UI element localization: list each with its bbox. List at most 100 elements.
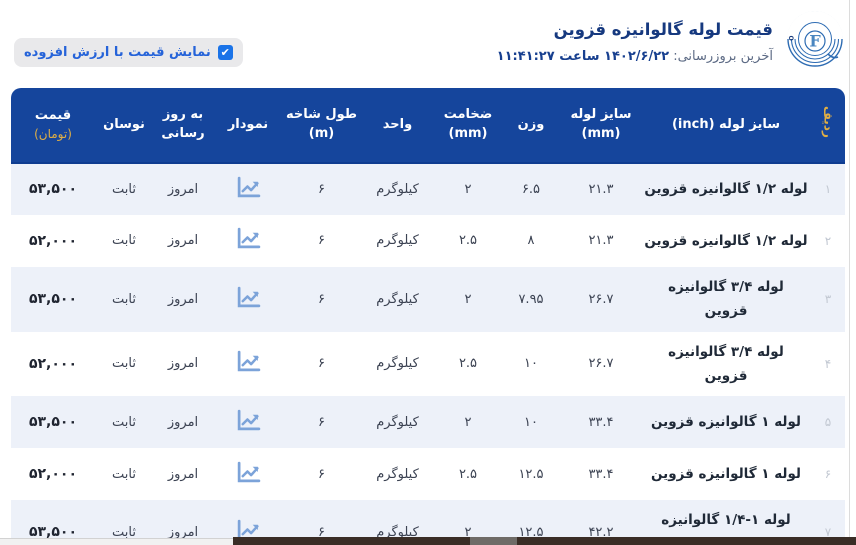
size-mm-value: ۳۳.۴	[588, 414, 614, 430]
price-value: ۵۳,۵۰۰	[28, 181, 78, 198]
update-value: امروز	[167, 466, 199, 482]
unit-value: کیلوگرم	[376, 181, 419, 197]
size-mm-value: ۲۶.۷	[588, 356, 614, 372]
size-mm-value: ۲۱.۳	[588, 181, 614, 197]
pipe-name: لوله ۱/۲ گالوانیزه قزوین	[644, 181, 808, 198]
horizontal-scrollbar-thumb[interactable]	[470, 537, 517, 545]
header-size-mm: سایز لوله (mm)	[561, 88, 641, 164]
length-value: ۶	[318, 356, 325, 372]
last-update-value: ۱۴۰۲/۶/۲۲ ساعت ۱۱:۴۱:۲۷	[496, 49, 670, 64]
chart-icon[interactable]	[236, 350, 261, 373]
header-unit: واحد	[360, 88, 435, 164]
fluctuation-value: ثابت	[112, 181, 136, 197]
chart-icon[interactable]	[236, 461, 261, 484]
chart-cell	[213, 267, 283, 332]
update-value: امروز	[167, 233, 199, 249]
header-price: قیمت (تومان)	[11, 88, 95, 164]
unit-value: کیلوگرم	[376, 291, 419, 307]
length-value: ۶	[318, 291, 325, 307]
weight-value: ۶.۵	[521, 181, 541, 197]
table-row: ۶ لوله ۱ گالوانیزه قزوین ۳۳.۴ ۱۲.۵ ۲.۵ ک…	[11, 448, 845, 501]
unit-value: کیلوگرم	[376, 524, 419, 540]
thickness-value: ۲	[464, 524, 472, 540]
table-header-row: ردیف سایز لوله (inch) سایز لوله (mm) وزن…	[11, 88, 845, 164]
header-length: طول شاخه (m)	[283, 88, 360, 164]
vat-toggle[interactable]: ✔ نمایش قیمت با ارزش افزوده	[14, 38, 243, 67]
thickness-value: ۲	[464, 414, 472, 430]
pipe-name: لوله ۱ گالوانیزه قزوین	[650, 465, 802, 482]
weight-value: ۷.۹۵	[518, 291, 544, 307]
chart-icon[interactable]	[236, 409, 261, 432]
price-value: ۵۲,۰۰۰	[28, 232, 78, 249]
thickness-value: ۲.۵	[458, 466, 478, 482]
header-update: به روز رسانی	[153, 88, 213, 164]
thickness-value: ۲	[464, 291, 472, 307]
weight-value: ۱۲.۵	[518, 524, 544, 540]
right-scrollbar-divider	[849, 0, 850, 537]
header-price-unit: (تومان)	[34, 126, 72, 141]
header-chart: نمودار	[213, 88, 283, 164]
row-number: ۳	[824, 292, 832, 307]
row-number: ۱	[824, 182, 832, 197]
header-row-number: ردیف	[811, 88, 845, 164]
last-update-label: آخرین بروزرسانی:	[673, 49, 773, 64]
horizontal-scrollbar-track[interactable]	[0, 538, 233, 545]
logo-letter: F	[809, 32, 821, 51]
update-value: امروز	[167, 414, 199, 430]
fluctuation-value: ثابت	[112, 291, 136, 307]
row-number: ۷	[824, 525, 832, 540]
price-value: ۵۲,۰۰۰	[28, 355, 78, 372]
fluctuation-value: ثابت	[112, 414, 136, 430]
price-value: ۵۳,۵۰۰	[28, 291, 78, 308]
header-fluctuation: نوسان	[95, 88, 153, 164]
length-value: ۶	[318, 414, 325, 430]
table-row: ۵ لوله ۱ گالوانیزه قزوین ۳۳.۴ ۱۰ ۲ کیلوگ…	[11, 396, 845, 449]
vat-toggle-label: نمایش قیمت با ارزش افزوده	[24, 45, 211, 60]
chart-cell	[213, 448, 283, 500]
length-value: ۶	[318, 181, 325, 197]
size-mm-value: ۴۲.۲	[588, 524, 614, 540]
unit-value: کیلوگرم	[376, 466, 419, 482]
page-title: قیمت لوله گالوانیزه قزوین	[553, 20, 773, 39]
chart-cell	[213, 396, 283, 448]
vat-checkbox-icon[interactable]: ✔	[217, 45, 233, 60]
price-value: ۵۳,۵۰۰	[28, 414, 78, 431]
chart-cell	[213, 332, 283, 397]
pipe-name: لوله ۱/۲ گالوانیزه قزوین	[644, 232, 808, 249]
chart-icon[interactable]	[236, 286, 261, 309]
chart-cell	[213, 163, 283, 215]
size-mm-value: ۳۳.۴	[588, 466, 614, 482]
thickness-value: ۲	[464, 181, 472, 197]
row-number: ۶	[824, 467, 832, 482]
thickness-value: ۲.۵	[458, 233, 478, 249]
chart-cell	[213, 215, 283, 267]
fluctuation-value: ثابت	[112, 524, 136, 540]
table-row: ۲ لوله ۱/۲ گالوانیزه قزوین ۲۱.۳ ۸ ۲.۵ کی…	[11, 214, 845, 267]
table-row: ۳ لوله ۳/۴ گالوانیزه قزوین ۲۶.۷ ۷.۹۵ ۲ ک…	[11, 266, 845, 332]
length-value: ۶	[318, 466, 325, 482]
unit-value: کیلوگرم	[376, 414, 419, 430]
company-logo: QAZVIN FOOLAD CO. F	[782, 3, 845, 68]
chart-icon[interactable]	[236, 176, 261, 199]
price-table: ردیف سایز لوله (inch) سایز لوله (mm) وزن…	[11, 88, 845, 545]
table-row: ۱ لوله ۱/۲ گالوانیزه قزوین ۲۱.۳ ۶.۵ ۲ کی…	[11, 162, 845, 215]
thickness-value: ۲.۵	[458, 356, 478, 372]
price-value: ۵۳,۵۰۰	[28, 524, 78, 541]
update-value: امروز	[167, 356, 199, 372]
row-number: ۴	[824, 356, 832, 371]
page-below-content	[233, 537, 856, 545]
fluctuation-value: ثابت	[112, 233, 136, 249]
size-mm-value: ۲۶.۷	[588, 291, 614, 307]
chart-icon[interactable]	[236, 227, 261, 250]
page-header: QAZVIN FOOLAD CO. F قیمت لوله گالوانیزه …	[497, 3, 845, 68]
unit-value: کیلوگرم	[376, 233, 419, 249]
bottom-bar	[0, 537, 856, 545]
last-update: آخرین بروزرسانی: ۱۴۰۲/۶/۲۲ ساعت ۱۱:۴۱:۲۷	[497, 49, 773, 64]
table-row: ۴ لوله ۳/۴ گالوانیزه قزوین ۲۶.۷ ۱۰ ۲.۵ ک…	[11, 331, 845, 397]
header-size-inch: سایز لوله (inch)	[641, 88, 811, 164]
weight-value: ۸	[527, 233, 535, 249]
price-value: ۵۲,۰۰۰	[28, 466, 78, 483]
unit-value: کیلوگرم	[376, 356, 419, 372]
length-value: ۶	[318, 233, 325, 249]
pipe-name: لوله ۳/۴ گالوانیزه قزوین	[668, 343, 784, 384]
